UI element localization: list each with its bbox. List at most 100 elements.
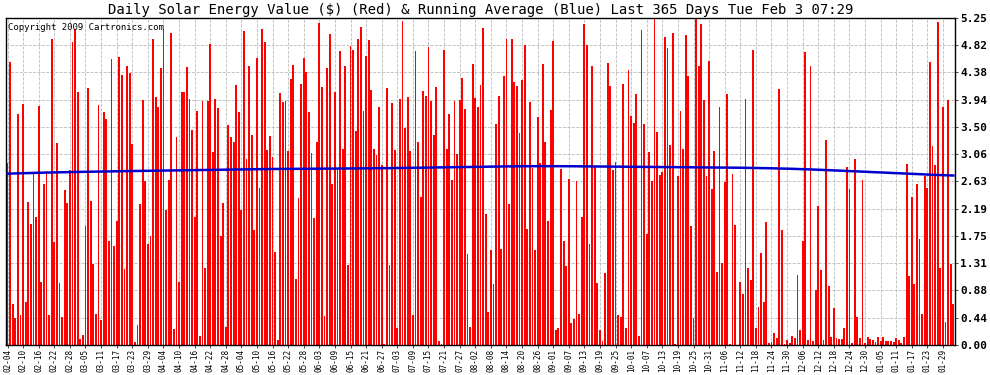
Bar	[469, 327, 471, 345]
Bar	[648, 152, 650, 345]
Bar	[295, 279, 297, 345]
Bar	[498, 96, 500, 345]
Bar	[113, 246, 115, 345]
Bar	[256, 58, 257, 345]
Bar	[552, 41, 554, 345]
Bar	[727, 94, 729, 345]
Bar	[661, 172, 663, 345]
Bar	[264, 42, 265, 345]
Bar	[853, 159, 855, 345]
Bar	[287, 151, 289, 345]
Bar	[487, 312, 489, 345]
Bar	[641, 30, 643, 345]
Bar	[319, 23, 320, 345]
Bar	[250, 135, 252, 345]
Bar	[828, 286, 830, 345]
Bar	[142, 100, 144, 345]
Bar	[332, 184, 334, 345]
Bar	[178, 282, 180, 345]
Bar	[58, 283, 60, 345]
Bar	[547, 221, 548, 345]
Bar	[604, 273, 606, 345]
Bar	[108, 241, 110, 345]
Bar	[841, 339, 842, 345]
Bar	[916, 184, 918, 345]
Bar	[714, 151, 715, 345]
Bar	[607, 63, 609, 345]
Bar	[84, 226, 86, 345]
Bar	[337, 168, 339, 345]
Bar	[485, 214, 486, 345]
Bar	[253, 230, 255, 345]
Bar	[258, 188, 260, 345]
Bar	[544, 142, 546, 345]
Bar	[674, 344, 676, 345]
Bar	[300, 84, 302, 345]
Bar	[202, 101, 203, 345]
Bar	[638, 336, 640, 345]
Bar	[420, 197, 422, 345]
Bar	[783, 344, 785, 345]
Bar	[898, 340, 900, 345]
Bar	[15, 318, 16, 345]
Bar	[482, 28, 484, 345]
Bar	[391, 104, 393, 345]
Bar	[672, 33, 673, 345]
Bar	[119, 57, 120, 345]
Bar	[557, 328, 559, 345]
Bar	[594, 167, 596, 345]
Bar	[354, 130, 356, 345]
Bar	[46, 171, 48, 345]
Bar	[360, 27, 361, 345]
Bar	[877, 337, 879, 345]
Bar	[448, 114, 450, 345]
Bar	[370, 90, 372, 345]
Bar	[87, 88, 89, 345]
Bar	[347, 266, 348, 345]
Bar	[20, 315, 22, 345]
Bar	[869, 339, 871, 345]
Bar	[493, 284, 494, 345]
Bar	[760, 253, 762, 345]
Bar	[126, 66, 128, 345]
Bar	[92, 264, 94, 345]
Bar	[157, 106, 159, 345]
Bar	[762, 302, 764, 345]
Bar	[90, 201, 92, 345]
Bar	[357, 39, 359, 345]
Bar	[383, 344, 385, 345]
Bar	[261, 29, 263, 345]
Bar	[516, 86, 518, 345]
Bar	[666, 48, 668, 345]
Bar	[9, 62, 11, 345]
Bar	[324, 316, 326, 345]
Bar	[610, 86, 611, 345]
Bar	[466, 254, 468, 345]
Bar	[527, 230, 528, 345]
Bar	[562, 241, 564, 345]
Bar	[61, 316, 63, 345]
Bar	[365, 56, 367, 345]
Bar	[521, 80, 523, 345]
Bar	[98, 105, 99, 345]
Bar	[791, 336, 793, 345]
Bar	[334, 92, 336, 345]
Bar	[116, 221, 118, 345]
Bar	[266, 150, 268, 345]
Bar	[506, 39, 507, 345]
Bar	[215, 99, 216, 345]
Bar	[149, 237, 151, 345]
Bar	[220, 236, 222, 345]
Bar	[537, 117, 539, 345]
Bar	[656, 132, 658, 345]
Bar	[345, 66, 346, 345]
Bar	[503, 76, 505, 345]
Bar	[560, 169, 562, 345]
Bar	[154, 97, 156, 345]
Bar	[140, 204, 141, 345]
Bar	[711, 189, 713, 345]
Bar	[596, 283, 598, 345]
Bar	[843, 328, 845, 345]
Bar	[752, 50, 754, 345]
Bar	[105, 119, 107, 345]
